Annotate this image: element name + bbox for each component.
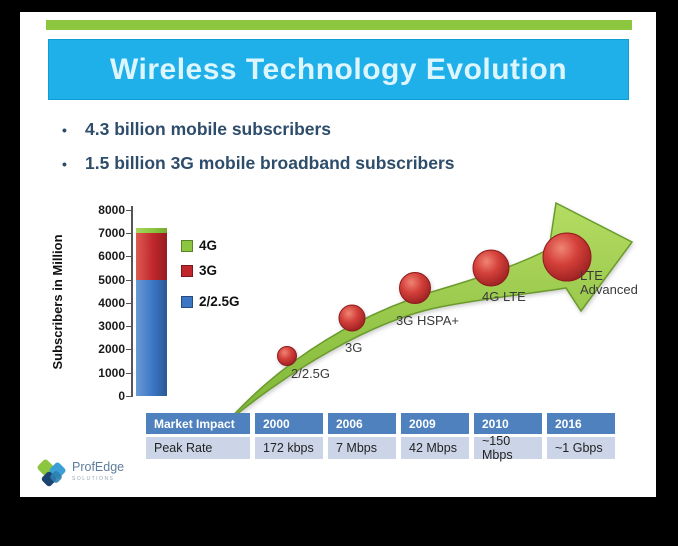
legend-swatch-2g <box>181 295 193 308</box>
y-tick-label: 7000 <box>98 226 125 240</box>
y-tick-mark <box>126 210 132 211</box>
milestone-dot-5 <box>542 232 592 282</box>
y-tick-mark <box>126 349 132 350</box>
logo-name: ProfEdge <box>72 460 125 474</box>
bullet-text: 1.5 billion 3G mobile broadband subscrib… <box>85 153 455 173</box>
market-impact-table: Market Impact 2000 2006 2009 2010 2016 P… <box>146 413 615 462</box>
y-tick-label: 4000 <box>98 296 125 310</box>
profedge-logo: ProfEdge SOLUTIONS <box>36 458 125 488</box>
bar-segment-2g <box>136 280 167 396</box>
bar-segment-4g <box>136 228 167 233</box>
milestone-dot-3 <box>399 272 431 304</box>
legend-label-3g: 3G <box>199 263 218 278</box>
y-tick-mark <box>126 396 132 397</box>
y-tick-label: 6000 <box>98 249 125 263</box>
title-box: Wireless Technology Evolution <box>48 39 629 100</box>
table-cell: ~150 Mbps <box>474 434 542 462</box>
legend-item-3g: 3G <box>181 263 217 278</box>
y-tick-mark <box>126 256 132 257</box>
y-tick-label: 0 <box>118 389 125 403</box>
y-tick-mark <box>126 233 132 234</box>
legend-item-2g: 2/2.5G <box>181 294 240 309</box>
milestone-dot-4 <box>472 249 510 287</box>
y-tick-label: 3000 <box>98 319 125 333</box>
table-header-cell: Market Impact <box>146 413 250 434</box>
y-tick-mark <box>126 373 132 374</box>
table-header-cell: 2016 <box>547 413 615 434</box>
y-tick-mark <box>126 280 132 281</box>
milestone-label-hspa: 3G HSPA+ <box>396 313 459 328</box>
y-tick-mark <box>126 326 132 327</box>
milestone-label-2g: 2/2.5G <box>291 366 331 381</box>
milestone-dot-1 <box>277 346 297 366</box>
table-cell: ~1 Gbps <box>547 437 615 459</box>
milestone-label-lte-advanced: LTE Advanced <box>580 268 638 297</box>
table-cell: 42 Mbps <box>401 437 469 459</box>
bar-segment-3g <box>136 233 167 280</box>
legend-item-4g: 4G <box>181 238 217 253</box>
table-cell: 7 Mbps <box>328 437 396 459</box>
milestone-label-3g: 3G <box>345 340 363 355</box>
legend-label-2g: 2/2.5G <box>199 294 240 309</box>
y-tick-mark <box>126 303 132 304</box>
bullet-item: • 1.5 billion 3G mobile broadband subscr… <box>62 152 455 175</box>
milestone-dot-2 <box>338 304 366 332</box>
bullet-glyph: • <box>62 122 67 138</box>
milestone-label-lte: 4G LTE <box>482 289 526 304</box>
bullet-list: • 4.3 billion mobile subscribers • 1.5 b… <box>62 118 455 186</box>
table-cell: 172 kbps <box>255 437 323 459</box>
bullet-glyph: • <box>62 156 67 172</box>
table-header-cell: 2006 <box>328 413 396 434</box>
legend-swatch-4g <box>181 239 193 252</box>
y-axis-line <box>131 206 133 397</box>
evolution-arrow-canvas <box>226 201 634 423</box>
slide: Wireless Technology Evolution • 4.3 bill… <box>20 12 656 497</box>
table-cell: Peak Rate <box>146 437 250 459</box>
bullet-text: 4.3 billion mobile subscribers <box>85 119 332 139</box>
table-header-cell: 2009 <box>401 413 469 434</box>
legend-swatch-3g <box>181 264 193 277</box>
table-header-cell: 2000 <box>255 413 323 434</box>
accent-bar <box>46 20 632 30</box>
y-tick-label: 8000 <box>98 203 125 217</box>
y-tick-label: 1000 <box>98 366 125 380</box>
table-header-cell: 2010 <box>474 413 542 434</box>
bullet-item: • 4.3 billion mobile subscribers <box>62 118 455 141</box>
legend-label-4g: 4G <box>199 238 218 253</box>
y-tick-label: 5000 <box>98 273 125 287</box>
page-title: Wireless Technology Evolution <box>109 52 568 86</box>
y-tick-label: 2000 <box>98 342 125 356</box>
logo-subtitle: SOLUTIONS <box>72 476 115 482</box>
